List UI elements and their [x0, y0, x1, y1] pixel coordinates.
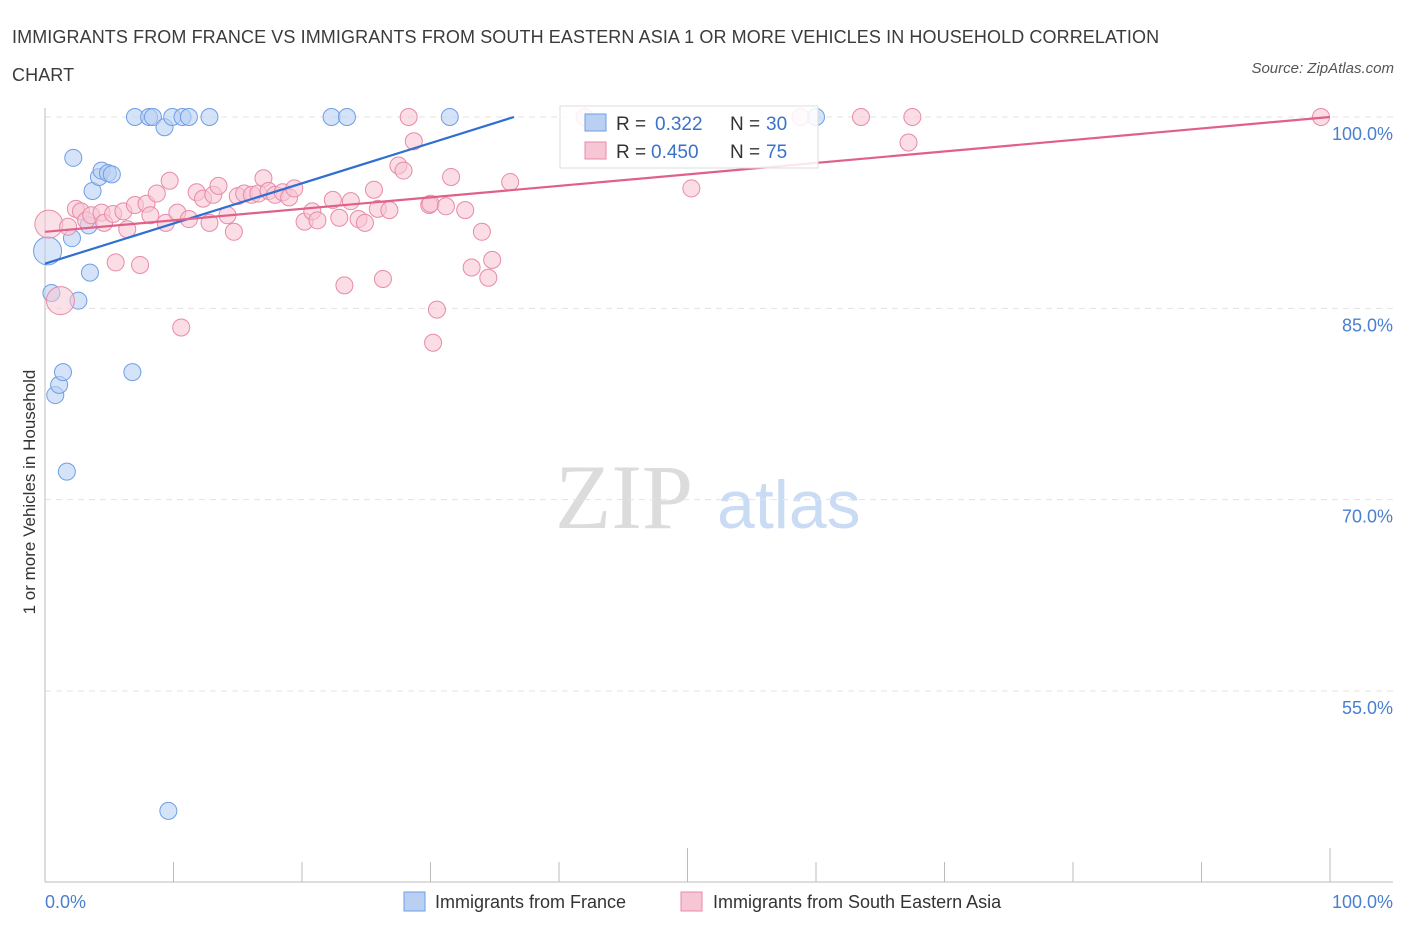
point-sea [308, 211, 327, 230]
point-france [57, 462, 76, 481]
stats-r-label-sea: R = [616, 142, 646, 163]
stats-n-value-sea: 75 [766, 142, 787, 163]
point-sea [106, 253, 125, 272]
point-sea [380, 201, 399, 220]
point-sea [399, 108, 418, 126]
point-sea [436, 197, 455, 216]
trend-line-sea [44, 115, 1331, 233]
y-axis-title: 1 or more Vehicles in Household [20, 370, 39, 615]
point-sea [424, 333, 443, 352]
point-france [143, 108, 162, 126]
point-sea [427, 300, 446, 319]
stats-legend: R = 0.322 N = 30 R = 0.450 N = 75 [559, 105, 819, 169]
legend-swatch-sea[interactable] [680, 891, 703, 912]
legend-label-france[interactable]: Immigrants from France [435, 892, 626, 912]
watermark: ZIP atlas [555, 446, 861, 548]
point-sea [355, 213, 374, 232]
point-sea [472, 222, 491, 241]
point-sea [501, 173, 520, 192]
point-sea [323, 190, 342, 209]
point-sea [141, 206, 160, 225]
point-sea [903, 108, 922, 126]
trend-line-france [44, 115, 515, 265]
point-france [53, 363, 72, 382]
point-france [123, 363, 142, 382]
point-sea [45, 286, 75, 316]
stats-r-value-sea: 0.450 [651, 142, 699, 163]
point-sea [899, 133, 918, 152]
point-sea [131, 255, 150, 274]
bottom-legend: Immigrants from France Immigrants from S… [403, 891, 1002, 912]
point-sea [682, 179, 701, 198]
point-france [64, 148, 83, 167]
point-sea [341, 192, 360, 211]
chart-title: IMMIGRANTS FROM FRANCE VS IMMIGRANTS FRO… [12, 27, 1160, 85]
point-france [337, 108, 356, 126]
stats-swatch-sea [584, 141, 607, 160]
point-sea [209, 176, 228, 195]
watermark-atlas: atlas [717, 467, 861, 543]
point-sea [373, 269, 392, 288]
grid-lines [45, 116, 1393, 692]
point-sea [851, 108, 870, 126]
stats-r-label-france: R = [616, 114, 646, 135]
point-france [80, 263, 99, 282]
stats-n-label-france: N = [730, 114, 760, 135]
source-label: Source: ZipAtlas.com [1251, 60, 1394, 77]
point-france [200, 108, 219, 126]
y-tick-label: 100.0% [1332, 124, 1393, 144]
stats-swatch-france [584, 113, 607, 132]
point-sea [200, 213, 219, 232]
stats-r-value-france: 0.322 [655, 114, 703, 135]
legend-label-sea[interactable]: Immigrants from South Eastern Asia [713, 892, 1002, 912]
y-tick-label: 70.0% [1342, 507, 1393, 527]
point-sea [479, 268, 498, 287]
point-sea [224, 222, 243, 241]
point-sea [394, 161, 413, 180]
point-france [102, 165, 121, 184]
x-tick-label: 0.0% [45, 892, 86, 912]
y-tick-label: 85.0% [1342, 315, 1393, 335]
point-france [322, 108, 341, 126]
stats-n-label-sea: N = [730, 142, 760, 163]
point-sea [59, 217, 78, 236]
watermark-zip: ZIP [555, 446, 693, 548]
point-sea [483, 250, 502, 269]
point-france [159, 801, 178, 820]
point-sea [442, 167, 461, 186]
tick-labels: 100.0% 85.0% 70.0% 55.0% 0.0% 100.0% [45, 124, 1393, 912]
point-france [179, 108, 198, 126]
point-sea [330, 208, 349, 227]
point-sea [456, 201, 475, 220]
x-tick-label: 100.0% [1332, 892, 1393, 912]
point-sea [462, 258, 481, 277]
point-sea [34, 209, 64, 239]
trend-lines [44, 115, 1331, 265]
stats-n-value-france: 30 [766, 114, 787, 135]
point-france [440, 108, 459, 126]
point-sea [172, 318, 191, 337]
point-sea [364, 180, 383, 199]
legend-swatch-france[interactable] [403, 891, 426, 912]
point-sea [160, 171, 179, 190]
point-sea [147, 184, 166, 203]
y-tick-label: 55.0% [1342, 698, 1393, 718]
point-sea [335, 276, 354, 295]
point-sea [404, 132, 423, 151]
